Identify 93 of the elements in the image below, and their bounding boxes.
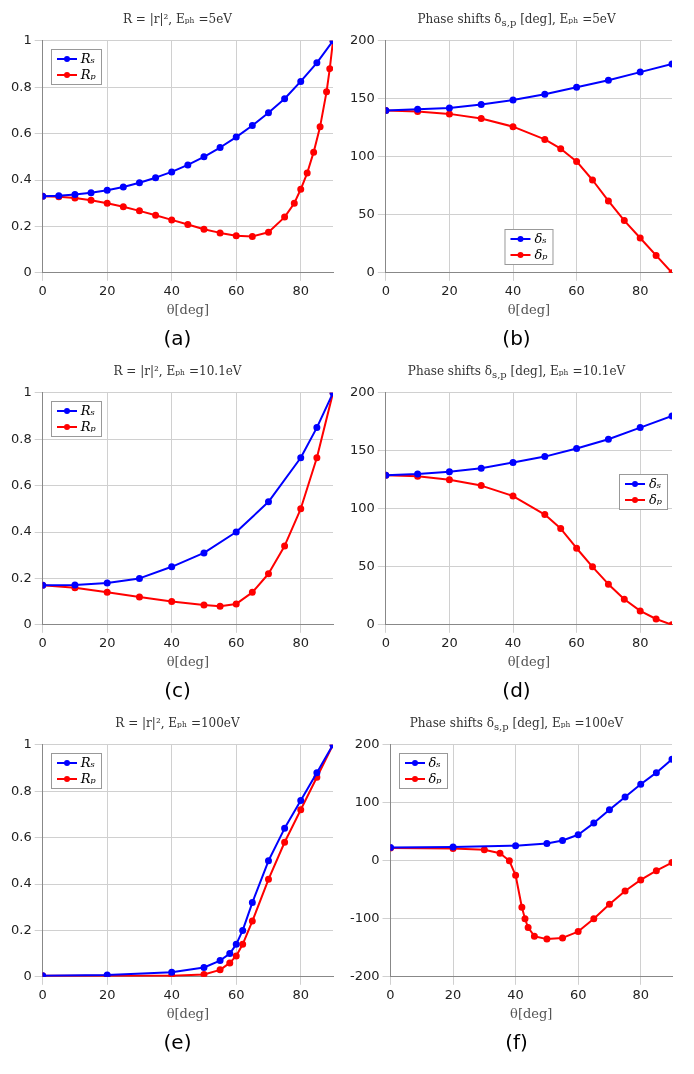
y-tick-label: 1 — [23, 384, 32, 400]
x-axis-title: θ[deg] — [507, 301, 551, 317]
chart-title: Phase shifts δ$_{s,p}$ [deg], Eₚₕ =10.1eV — [406, 363, 627, 382]
text: (e) — [162, 1030, 193, 1054]
x-tick-label: 0 — [38, 986, 47, 1002]
x-tick-label: 20 — [441, 282, 458, 298]
y-tick-label: 0.8 — [10, 430, 32, 446]
x-tick-label: 20 — [441, 634, 458, 650]
x-tick-label: 80 — [292, 986, 310, 1002]
chart-title: R = |r|², Eₚₕ =5eV — [122, 11, 233, 28]
x-tick-label: 40 — [163, 634, 180, 650]
x-tick-label: 40 — [504, 634, 522, 650]
y-tick-label: 0.6 — [10, 828, 32, 844]
x-tick-label: 60 — [568, 634, 585, 650]
y-tick-label: 0.4 — [10, 523, 32, 539]
x-tick-label: 60 — [227, 282, 245, 298]
y-tick-label: 0 — [23, 968, 32, 984]
y-tick-label: 0.2 — [10, 569, 32, 585]
legend-label: Rₚ — [80, 418, 96, 435]
legend-label: δₛ — [534, 230, 547, 247]
y-tick-label: 50 — [358, 558, 375, 574]
x-tick-label: 0 — [386, 986, 395, 1002]
x-tick-label: 0 — [381, 634, 390, 650]
x-tick-label: 40 — [507, 986, 524, 1002]
legend-label: Rₚ — [80, 770, 96, 787]
y-tick-label: 100 — [349, 148, 375, 164]
y-tick-label: 0 — [371, 852, 380, 868]
y-tick-label: 100 — [349, 500, 375, 516]
x-axis-title: θ[deg] — [507, 653, 551, 669]
x-tick-label: 40 — [163, 282, 180, 298]
chart-title: Phase shifts δ$_{s,p}$ [deg], Eₚₕ =5eV — [416, 11, 617, 30]
x-axis-title: θ[deg] — [510, 1005, 553, 1021]
x-axis-title: θ[deg] — [166, 301, 209, 317]
x-tick-label: 80 — [292, 634, 310, 650]
legend-label: Rₛ — [80, 402, 95, 419]
legend-label: Rₚ — [80, 66, 96, 83]
y-tick-label: 0.8 — [10, 78, 32, 94]
y-tick-label: 150 — [349, 90, 375, 106]
y-tick-label: 200 — [349, 384, 375, 400]
x-tick-label: 60 — [569, 986, 587, 1002]
text: (a) — [162, 326, 193, 350]
chart-title: Phase shifts δ$_{s,p}$ [deg], Eₚₕ =100eV — [408, 715, 625, 734]
x-tick-label: 0 — [38, 634, 47, 650]
legend-label: δₛ — [648, 476, 662, 492]
x-tick-label: 20 — [98, 634, 116, 650]
y-tick-label: 0 — [23, 264, 32, 280]
x-axis-title: θ[deg] — [166, 653, 209, 669]
x-tick-label: 60 — [227, 634, 245, 650]
y-tick-label: 0.8 — [10, 782, 32, 798]
text: (f) — [504, 1030, 529, 1054]
x-axis-title: θ[deg] — [166, 1005, 209, 1021]
legend-label: δₚ — [648, 492, 662, 508]
y-tick-label: 1 — [23, 736, 32, 752]
y-tick-label: 0 — [366, 616, 375, 632]
x-tick-label: 80 — [631, 282, 649, 298]
y-tick-label: 0.6 — [10, 124, 32, 140]
legend-label: δₚ — [428, 770, 442, 787]
y-tick-label: 0.6 — [10, 476, 32, 492]
y-tick-label: 0.4 — [10, 875, 32, 891]
text: (b) — [501, 326, 532, 350]
y-tick-label: 0 — [366, 264, 375, 280]
x-tick-label: 20 — [444, 986, 462, 1002]
text: (d) — [501, 678, 532, 702]
legend-label: δₛ — [428, 754, 441, 771]
x-tick-label: 40 — [504, 282, 522, 298]
y-tick-label: 200 — [349, 32, 375, 48]
y-tick-label: 200 — [354, 736, 380, 752]
chart-title: R = |r|², Eₚₕ =10.1eV — [112, 363, 243, 380]
y-tick-label: 0.2 — [10, 217, 32, 233]
y-tick-label: 0.4 — [10, 171, 32, 187]
x-tick-label: 60 — [227, 986, 245, 1002]
legend-label: Rₛ — [80, 50, 95, 67]
y-tick-label: -200 — [349, 968, 380, 984]
y-tick-label: 1 — [23, 32, 32, 48]
x-tick-label: 80 — [631, 634, 649, 650]
y-tick-label: -100 — [349, 910, 380, 926]
x-tick-label: 80 — [292, 282, 310, 298]
x-tick-label: 40 — [163, 986, 180, 1002]
y-tick-label: 0 — [23, 616, 32, 632]
x-tick-label: 20 — [98, 282, 116, 298]
y-tick-label: 0.2 — [10, 921, 32, 937]
x-tick-label: 20 — [98, 986, 116, 1002]
legend-label: Rₛ — [80, 754, 95, 771]
y-tick-label: 100 — [354, 794, 380, 810]
y-tick-label: 150 — [349, 442, 375, 458]
chart-title: R = |r|², Eₚₕ =100eV — [114, 715, 241, 732]
y-tick-label: 50 — [358, 206, 375, 222]
x-tick-label: 0 — [381, 282, 390, 298]
text: (c) — [163, 678, 192, 702]
x-tick-label: 80 — [632, 986, 649, 1002]
x-tick-label: 60 — [568, 282, 585, 298]
legend-label: δₚ — [534, 246, 548, 263]
x-tick-label: 0 — [38, 282, 47, 298]
